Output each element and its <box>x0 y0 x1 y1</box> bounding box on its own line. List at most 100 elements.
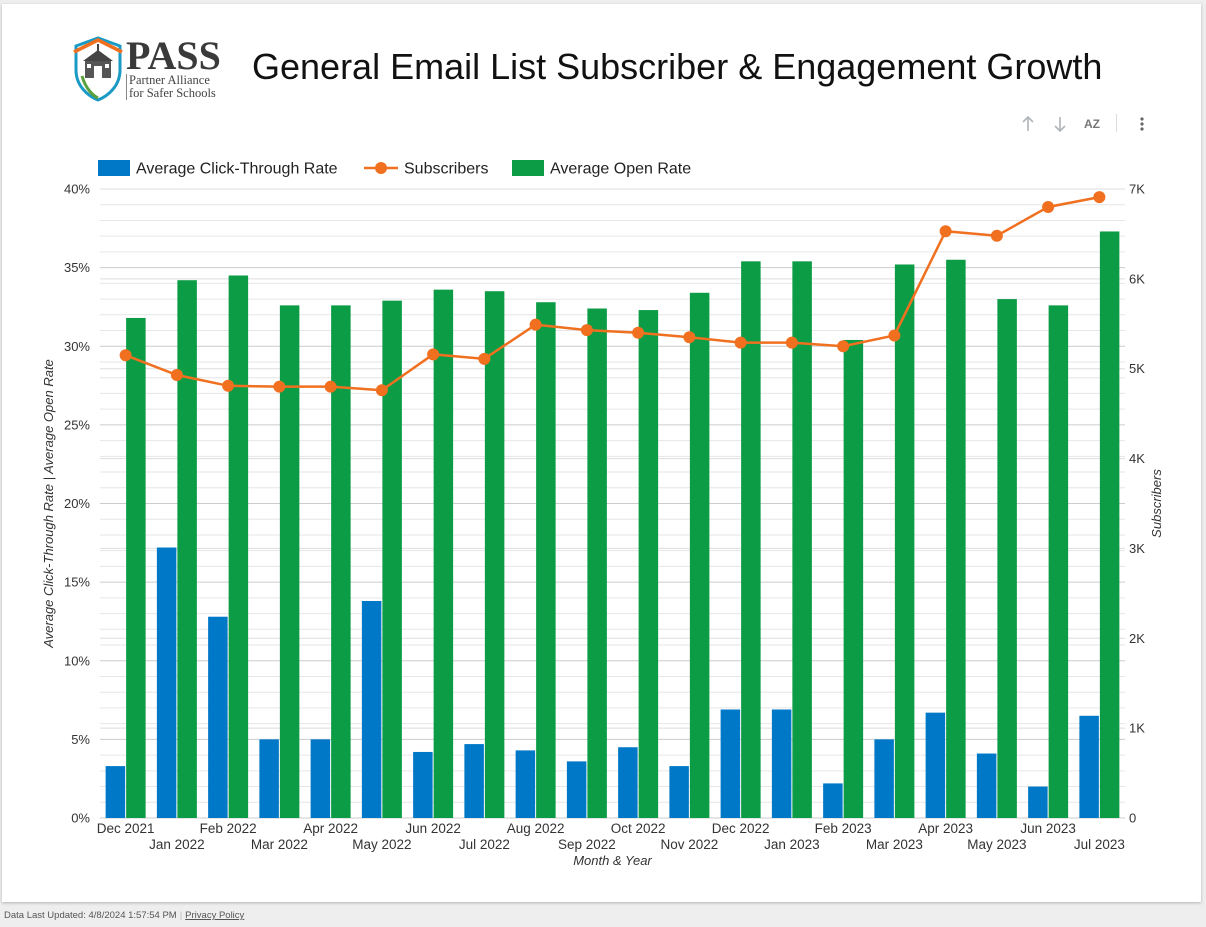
bar-click-through-rate <box>720 709 741 818</box>
x-tick-label: Mar 2023 <box>866 837 923 852</box>
logo-subtitle: Partner Alliance for Safer Schools <box>126 74 216 100</box>
bar-click-through-rate <box>156 547 177 818</box>
chart-toolbar: AZ <box>1016 112 1156 136</box>
y2-tick-label: 2K <box>1129 631 1145 646</box>
subscribers-point <box>375 384 388 397</box>
y2-axis-title: Subscribers <box>1149 469 1164 538</box>
sort-az-icon[interactable]: AZ <box>1084 117 1100 131</box>
bar-click-through-rate <box>105 766 126 818</box>
bar-click-through-rate <box>413 751 433 818</box>
bar-open-rate <box>792 261 812 819</box>
bar-click-through-rate <box>874 739 894 818</box>
subscribers-point <box>273 380 286 393</box>
y-axis-title: Average Click-Through Rate | Average Ope… <box>41 359 56 649</box>
x-tick-label: Jun 2022 <box>405 821 461 836</box>
x-tick-label: Jul 2022 <box>459 837 510 852</box>
x-tick-label: Mar 2022 <box>251 837 308 852</box>
bar-click-through-rate <box>618 747 638 818</box>
x-tick-label: Oct 2022 <box>611 821 666 836</box>
more-vert-icon[interactable] <box>1136 112 1148 144</box>
subscribers-point <box>632 326 645 339</box>
subscribers-point <box>888 329 901 342</box>
y2-tick-label: 7K <box>1129 182 1145 197</box>
toolbar-divider <box>1116 114 1117 132</box>
subscribers-point <box>939 225 952 238</box>
subscribers-point <box>529 318 542 331</box>
y-tick-label: 25% <box>64 417 90 432</box>
subscribers-point <box>119 349 132 362</box>
bar-open-rate <box>894 264 915 819</box>
subscribers-point <box>324 380 337 393</box>
x-tick-label: Nov 2022 <box>660 837 718 852</box>
subscribers-line <box>125 195 1100 392</box>
logo-subtitle-line1: Partner Alliance <box>129 73 210 87</box>
bar-open-rate <box>228 275 249 818</box>
legend-click-through-rate: Average Click-Through Rate <box>136 161 338 178</box>
x-tick-label: Dec 2022 <box>712 821 770 836</box>
bar-click-through-rate <box>566 761 587 818</box>
subscribers-point <box>580 324 593 337</box>
legend-open-rate: Average Open Rate <box>550 161 691 178</box>
bar-click-through-rate <box>464 744 484 818</box>
legend-subscribers: Subscribers <box>404 161 488 178</box>
subscribers-point <box>837 340 850 353</box>
bar-open-rate <box>279 305 300 818</box>
legend-open-rate-swatch <box>512 160 544 176</box>
bar-open-rate <box>689 292 710 818</box>
y-tick-label: 5% <box>71 732 90 747</box>
bar-open-rate <box>843 339 864 818</box>
bar-open-rate <box>638 310 659 818</box>
arrow-up-icon[interactable] <box>1020 112 1036 144</box>
footer: Data Last Updated: 4/8/2024 1:57:54 PM | P… <box>4 910 245 921</box>
y-tick-label: 30% <box>64 339 90 354</box>
y-tick-label: 40% <box>64 182 90 197</box>
bar-click-through-rate <box>310 739 331 818</box>
x-tick-label: May 2022 <box>352 837 411 852</box>
bar-click-through-rate <box>925 712 946 818</box>
logo-wordmark: PASS <box>126 33 221 78</box>
bar-open-rate <box>1099 231 1120 818</box>
bar-open-rate <box>382 300 402 819</box>
bar-open-rate <box>433 289 454 818</box>
x-tick-label: Jan 2023 <box>764 837 820 852</box>
subscribers-point <box>990 229 1003 242</box>
data-updated-text: Data Last Updated: 4/8/2024 1:57:54 PM <box>4 910 177 921</box>
y2-tick-label: 0 <box>1129 811 1136 826</box>
y2-tick-label: 1K <box>1129 721 1145 736</box>
y2-tick-label: 3K <box>1129 541 1145 556</box>
bar-open-rate <box>587 308 607 818</box>
bar-click-through-rate <box>976 753 997 818</box>
bar-open-rate <box>946 259 966 818</box>
subscribers-point <box>170 369 183 382</box>
y2-tick-label: 5K <box>1129 361 1145 376</box>
subscribers-point <box>734 336 747 349</box>
bar-click-through-rate <box>823 783 843 818</box>
x-tick-label: May 2023 <box>967 837 1026 852</box>
subscribers-point <box>785 336 798 349</box>
subscribers-point <box>478 352 491 365</box>
combo-chart: 0% 5% 10% 15% 20% 25% 30% 35% 40% 0 1K 2K 3K 4K 5K 6K 7K… <box>41 160 1164 868</box>
bar-open-rate <box>1048 305 1069 818</box>
y-tick-label: 10% <box>64 653 90 668</box>
bar-open-rate <box>741 261 761 819</box>
subscribers-point <box>683 331 696 344</box>
subscribers-point <box>427 348 440 361</box>
y2-tick-label: 4K <box>1129 451 1145 466</box>
bar-click-through-rate <box>669 766 689 818</box>
bar-open-rate <box>126 317 146 818</box>
arrow-down-icon[interactable] <box>1052 112 1068 144</box>
x-tick-label: Jan 2022 <box>149 837 205 852</box>
bar-open-rate <box>331 305 351 818</box>
bar-click-through-rate <box>208 616 228 818</box>
x-tick-label: Jun 2023 <box>1020 821 1076 836</box>
subscribers-point <box>1042 200 1055 213</box>
y-tick-label: 35% <box>64 260 90 275</box>
privacy-policy-link[interactable]: Privacy Policy <box>185 910 245 921</box>
page-title: General Email List Subscriber & Engageme… <box>252 46 1103 87</box>
bar-click-through-rate <box>259 739 279 818</box>
bar-click-through-rate <box>515 750 536 818</box>
x-tick-label: Aug 2022 <box>507 821 565 836</box>
x-tick-label: Jul 2023 <box>1074 837 1125 852</box>
legend-subscribers-swatch-dot <box>375 162 387 174</box>
x-axis-title: Month & Year <box>573 853 652 868</box>
